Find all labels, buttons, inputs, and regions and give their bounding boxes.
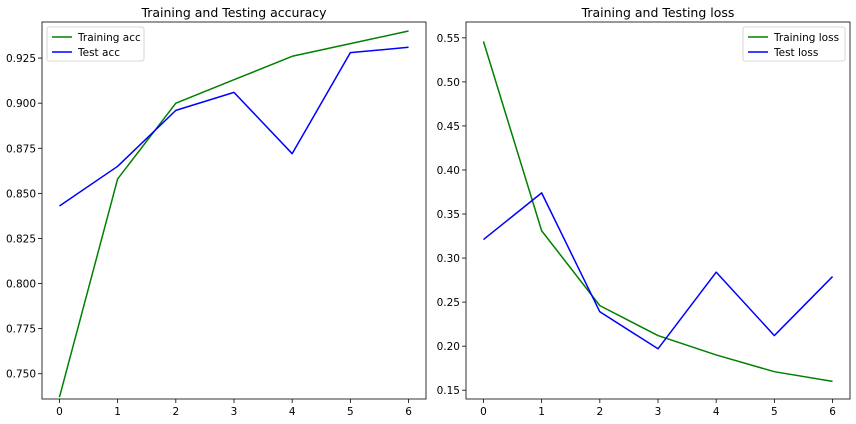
y-tick-label: 0.800 [6, 279, 36, 291]
series-line-test-loss [482, 192, 834, 350]
x-tick-label: 2 [596, 406, 603, 418]
y-tick-label: 0.45 [437, 121, 460, 133]
legend-label: Test loss [773, 47, 818, 59]
y-tick-label: 0.825 [6, 233, 36, 245]
x-tick-label: 4 [713, 406, 720, 418]
legend-label: Training loss [773, 32, 839, 44]
y-tick-label: 0.775 [6, 324, 36, 336]
plot-frame [465, 21, 851, 400]
x-tick-label: 6 [829, 406, 836, 418]
y-tick-label: 0.50 [437, 77, 460, 89]
y-tick-label: 0.20 [437, 341, 460, 353]
y-tick-label: 0.35 [437, 209, 460, 221]
x-tick-label: 5 [347, 406, 354, 418]
series-line-training-acc [58, 30, 409, 398]
x-tick-label: 6 [405, 406, 412, 418]
y-tick-label: 0.15 [437, 385, 460, 397]
loss-chart: Training and Testing loss 0 1 2 3 4 5 6 0.15 0.2… [437, 5, 851, 418]
x-tick-label: 0 [480, 406, 487, 418]
accuracy-chart-title: Training and Testing accuracy [140, 5, 327, 20]
legend-box [742, 26, 846, 62]
y-tick-label: 0.25 [437, 297, 460, 309]
y-tick-label: 0.925 [6, 53, 36, 65]
x-tick-label: 0 [56, 406, 63, 418]
y-tick-label: 0.875 [6, 143, 36, 155]
y-tick-label: 0.40 [437, 165, 460, 177]
legend-label: Training acc [77, 32, 141, 44]
x-tick-label: 5 [771, 406, 778, 418]
x-tick-label: 1 [538, 406, 545, 418]
y-tick-label: 0.55 [437, 33, 460, 45]
loss-chart-title: Training and Testing loss [581, 5, 735, 20]
legend: Training loss Test loss [742, 26, 846, 62]
y-tick-label: 0.900 [6, 98, 36, 110]
y-tick-label: 0.30 [437, 253, 460, 265]
y-tick-label: 0.850 [6, 188, 36, 200]
series-line-test-acc [59, 46, 409, 207]
x-tick-label: 2 [172, 406, 179, 418]
plot-frame [41, 21, 427, 400]
y-tick-label: 0.750 [6, 369, 36, 381]
legend: Training acc Test acc [46, 26, 145, 62]
x-tick-label: 3 [655, 406, 662, 418]
x-tick-label: 3 [231, 406, 238, 418]
series-line-training-loss [482, 41, 833, 383]
legend-label: Test acc [77, 47, 120, 59]
x-tick-label: 4 [289, 406, 296, 418]
x-tick-label: 1 [114, 406, 121, 418]
accuracy-chart: Training and Testing accuracy 0 1 2 3 4 5 6 0.7… [6, 5, 427, 418]
